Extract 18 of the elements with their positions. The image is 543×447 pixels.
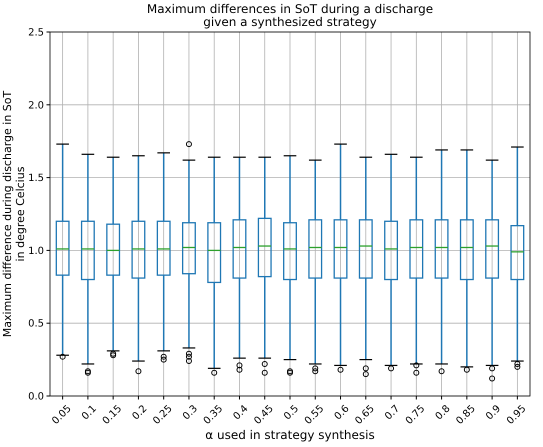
x-axis-title: α used in strategy synthesis <box>205 428 375 442</box>
x-tick-label: 0.8 <box>434 403 453 422</box>
y-tick-label: 1.0 <box>28 246 44 257</box>
chart-title: Maximum differences in SoT during a discharge given a synthesized strategy <box>146 2 434 29</box>
x-tick-label: 0.4 <box>232 403 251 422</box>
x-tick-label: 0.7 <box>383 403 402 422</box>
y-tick-label: 1.5 <box>28 173 44 184</box>
x-tick-label: 0.2 <box>130 403 150 422</box>
x-tick-label: 0.6 <box>332 403 352 422</box>
x-tick-label: 0.3 <box>180 403 200 422</box>
x-tick-label: 0.1 <box>80 403 99 422</box>
x-tick-label: 0.9 <box>484 403 504 422</box>
y-tick-label: 0.0 <box>28 392 44 402</box>
x-tick-label: 0.5 <box>282 403 302 422</box>
y-tick-label: 2.5 <box>28 28 44 38</box>
y-tick-label: 0.5 <box>28 318 44 330</box>
y-axis-title: Maximum difference during discharge in SoT in degree Celcius <box>0 90 27 338</box>
y-tick-label: 2.0 <box>28 100 44 112</box>
